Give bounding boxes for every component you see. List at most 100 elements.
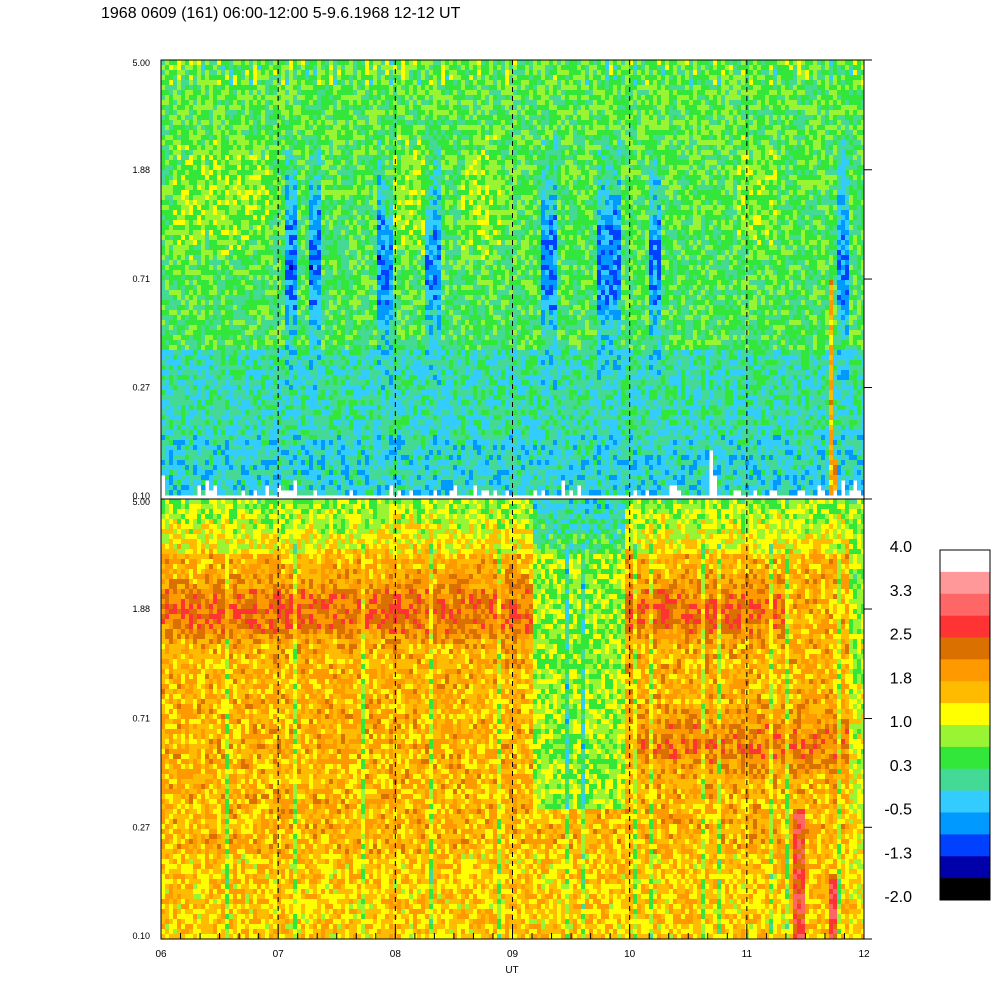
upper-spectrogram-cell <box>221 385 226 391</box>
upper-spectrogram-cell <box>313 455 318 461</box>
upper-spectrogram-cell <box>349 465 354 471</box>
upper-spectrogram-cell <box>401 80 406 86</box>
upper-spectrogram-cell <box>301 100 306 116</box>
upper-spectrogram-cell <box>501 180 506 186</box>
upper-spectrogram-cell <box>377 450 382 456</box>
upper-spectrogram-cell <box>501 120 506 126</box>
upper-spectrogram-cell <box>433 350 438 356</box>
upper-spectrogram-cell <box>401 145 406 151</box>
upper-spectrogram-cell <box>177 410 182 416</box>
upper-spectrogram-cell <box>437 230 442 241</box>
upper-spectrogram-cell <box>345 415 350 421</box>
upper-spectrogram-cell <box>469 385 474 396</box>
upper-spectrogram-cell <box>365 230 370 236</box>
upper-spectrogram-cell <box>497 175 502 191</box>
upper-spectrogram-cell <box>425 460 430 466</box>
upper-spectrogram-cell <box>369 135 374 141</box>
upper-spectrogram-cell <box>469 200 474 206</box>
upper-spectrogram-cell <box>365 110 370 116</box>
upper-spectrogram-cell <box>261 275 266 281</box>
upper-spectrogram-cell <box>229 405 234 421</box>
upper-spectrogram-cell <box>477 80 482 86</box>
upper-spectrogram-cell <box>469 335 474 341</box>
upper-spectrogram-cell <box>345 100 350 121</box>
upper-spectrogram-cell <box>441 475 446 481</box>
upper-spectrogram-cell <box>261 475 266 496</box>
upper-spectrogram-cell <box>277 100 282 111</box>
upper-spectrogram-cell <box>345 280 350 296</box>
upper-spectrogram-cell <box>309 300 314 306</box>
upper-spectrogram-cell <box>305 425 310 431</box>
upper-spectrogram-cell <box>389 420 394 426</box>
upper-spectrogram-cell <box>209 325 214 331</box>
upper-spectrogram-cell <box>477 445 482 456</box>
upper-spectrogram-cell <box>453 155 458 166</box>
upper-spectrogram-cell <box>249 210 254 216</box>
upper-spectrogram-cell <box>277 425 282 431</box>
upper-spectrogram-cell <box>165 185 170 196</box>
upper-spectrogram-cell <box>165 270 170 276</box>
upper-spectrogram-cell <box>277 225 282 236</box>
upper-spectrogram-cell <box>409 385 414 401</box>
upper-spectrogram-cell <box>409 435 414 456</box>
upper-spectrogram-cell <box>337 305 342 311</box>
upper-spectrogram-cell <box>425 105 430 116</box>
upper-spectrogram-cell <box>433 75 438 121</box>
upper-spectrogram-cell <box>169 80 174 86</box>
upper-spectrogram-cell <box>165 275 170 281</box>
upper-spectrogram-cell <box>325 390 330 396</box>
upper-spectrogram-cell <box>365 440 370 446</box>
upper-spectrogram-cell <box>189 140 194 151</box>
upper-spectrogram-cell <box>277 295 282 311</box>
upper-spectrogram-cell <box>453 285 458 291</box>
upper-spectrogram-cell <box>301 455 306 461</box>
upper-spectrogram-cell <box>337 200 342 206</box>
upper-spectrogram-cell <box>309 145 314 151</box>
upper-spectrogram-cell <box>257 240 262 251</box>
upper-spectrogram-cell <box>305 65 310 71</box>
upper-spectrogram-cell <box>401 470 406 476</box>
upper-spectrogram-cell <box>205 180 210 191</box>
upper-spectrogram-cell <box>473 130 478 136</box>
upper-spectrogram-cell <box>225 410 230 421</box>
upper-spectrogram-cell <box>233 145 238 166</box>
upper-spectrogram-cell <box>481 200 486 211</box>
upper-spectrogram-cell <box>397 375 402 381</box>
upper-spectrogram-cell <box>185 275 190 281</box>
upper-spectrogram-cell <box>237 425 242 431</box>
upper-spectrogram-cell <box>257 310 262 316</box>
upper-spectrogram-cell <box>437 60 442 66</box>
upper-spectrogram-cell <box>389 405 394 411</box>
upper-spectrogram-cell <box>181 235 186 241</box>
upper-spectrogram-cell <box>381 60 386 66</box>
upper-spectrogram-cell <box>477 215 482 221</box>
upper-spectrogram-cell <box>361 485 366 496</box>
upper-spectrogram-cell <box>329 370 334 376</box>
upper-spectrogram-cell <box>173 225 178 231</box>
upper-spectrogram-cell <box>501 285 506 291</box>
upper-spectrogram-cell <box>297 135 302 141</box>
upper-spectrogram-cell <box>417 275 422 281</box>
upper-spectrogram-cell <box>185 485 190 491</box>
upper-spectrogram-cell <box>329 95 334 101</box>
upper-spectrogram-cell <box>213 85 218 106</box>
upper-spectrogram-cell <box>177 125 182 131</box>
upper-spectrogram-cell <box>473 200 478 206</box>
upper-spectrogram-cell <box>377 125 382 131</box>
upper-spectrogram-cell <box>197 155 202 181</box>
upper-spectrogram-cell <box>165 480 170 491</box>
upper-spectrogram-cell <box>277 185 282 196</box>
upper-spectrogram-cell <box>241 105 246 111</box>
upper-spectrogram-cell <box>437 455 442 461</box>
upper-spectrogram-cell <box>373 280 378 291</box>
upper-spectrogram-cell <box>205 400 210 406</box>
upper-spectrogram-cell <box>253 325 258 331</box>
upper-spectrogram-cell <box>277 220 282 226</box>
upper-spectrogram-cell <box>369 280 374 286</box>
upper-spectrogram-cell <box>385 375 390 391</box>
upper-spectrogram-cell <box>405 460 410 466</box>
upper-spectrogram-cell <box>209 300 214 306</box>
upper-spectrogram-cell <box>417 355 422 361</box>
upper-spectrogram-cell <box>269 125 274 131</box>
upper-spectrogram-cell <box>373 85 378 91</box>
